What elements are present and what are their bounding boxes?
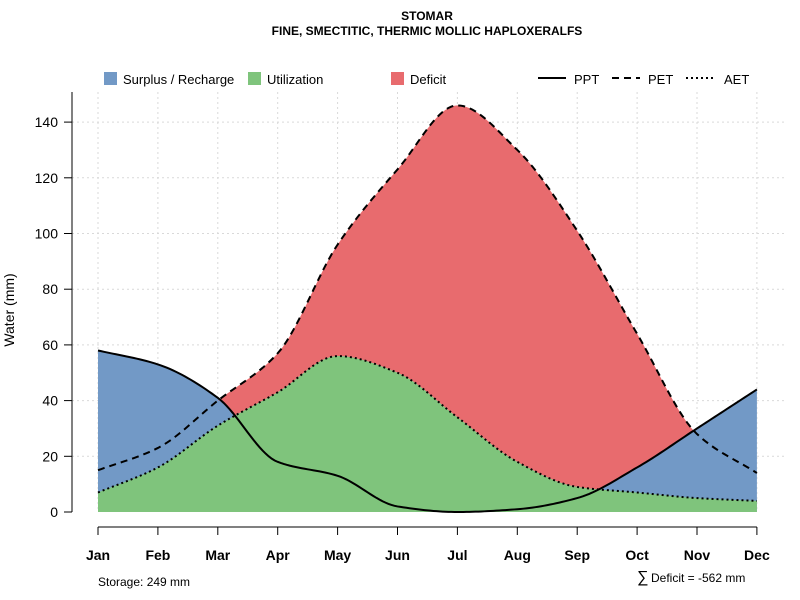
legend-swatch-utilization bbox=[248, 72, 261, 85]
y-tick-label-0: 0 bbox=[50, 504, 58, 520]
y-axis-label: Water (mm) bbox=[1, 273, 17, 346]
x-tick-label-nov: Nov bbox=[684, 547, 711, 563]
series-lines bbox=[97, 104, 758, 514]
legend-label-aet: AET bbox=[724, 72, 749, 87]
y-tick-label-40: 40 bbox=[42, 393, 58, 409]
series-line-aet bbox=[97, 355, 757, 502]
x-tick-label-apr: Apr bbox=[266, 547, 291, 563]
water-balance-areas bbox=[98, 105, 757, 512]
legend-swatch-surplus bbox=[104, 72, 117, 85]
legend-label-utilization: Utilization bbox=[267, 72, 323, 87]
x-tick-label-jun: Jun bbox=[385, 547, 410, 563]
x-tick-label-may: May bbox=[324, 547, 351, 563]
y-tick-label-80: 80 bbox=[42, 281, 58, 297]
chart-title: STOMAR bbox=[401, 9, 453, 23]
y-tick-label-20: 20 bbox=[42, 448, 58, 464]
y-tick-label-60: 60 bbox=[42, 337, 58, 353]
area-utilization bbox=[98, 356, 757, 512]
legend-label-surplus: Surplus / Recharge bbox=[123, 72, 234, 87]
x-tick-label-sep: Sep bbox=[564, 547, 590, 563]
legend-label-ppt: PPT bbox=[574, 72, 599, 87]
series-line-ppt bbox=[97, 349, 758, 514]
y-tick-label-100: 100 bbox=[35, 226, 59, 242]
x-tick-label-jan: Jan bbox=[86, 547, 110, 563]
deficit-sum-symbol: ∑ bbox=[637, 569, 648, 586]
x-tick-label-jul: Jul bbox=[447, 547, 467, 563]
legend-label-deficit: Deficit bbox=[410, 72, 447, 87]
chart-subtitle: FINE, SMECTITIC, THERMIC MOLLIC HAPLOXER… bbox=[272, 24, 583, 38]
series-line-pet bbox=[97, 104, 758, 474]
x-tick-label-dec: Dec bbox=[744, 547, 770, 563]
axes: 0 20 40 60 80 100 120 140 Jan Feb Mar Apr May Jun Jul A… bbox=[35, 92, 770, 563]
storage-annotation: Storage: 249 mm bbox=[98, 575, 190, 589]
x-tick-label-mar: Mar bbox=[205, 547, 230, 563]
x-tick-label-aug: Aug bbox=[504, 547, 531, 563]
y-tick-label-120: 120 bbox=[35, 170, 59, 186]
deficit-annotation: Deficit = -562 mm bbox=[651, 571, 745, 585]
legend-label-pet: PET bbox=[648, 72, 673, 87]
x-tick-label-oct: Oct bbox=[625, 547, 649, 563]
y-tick-label-140: 140 bbox=[35, 114, 59, 130]
legend: Surplus / Recharge Utilization Deficit P… bbox=[104, 72, 749, 87]
legend-swatch-deficit bbox=[391, 72, 404, 85]
area-deficit bbox=[98, 105, 757, 490]
x-tick-label-feb: Feb bbox=[145, 547, 170, 563]
